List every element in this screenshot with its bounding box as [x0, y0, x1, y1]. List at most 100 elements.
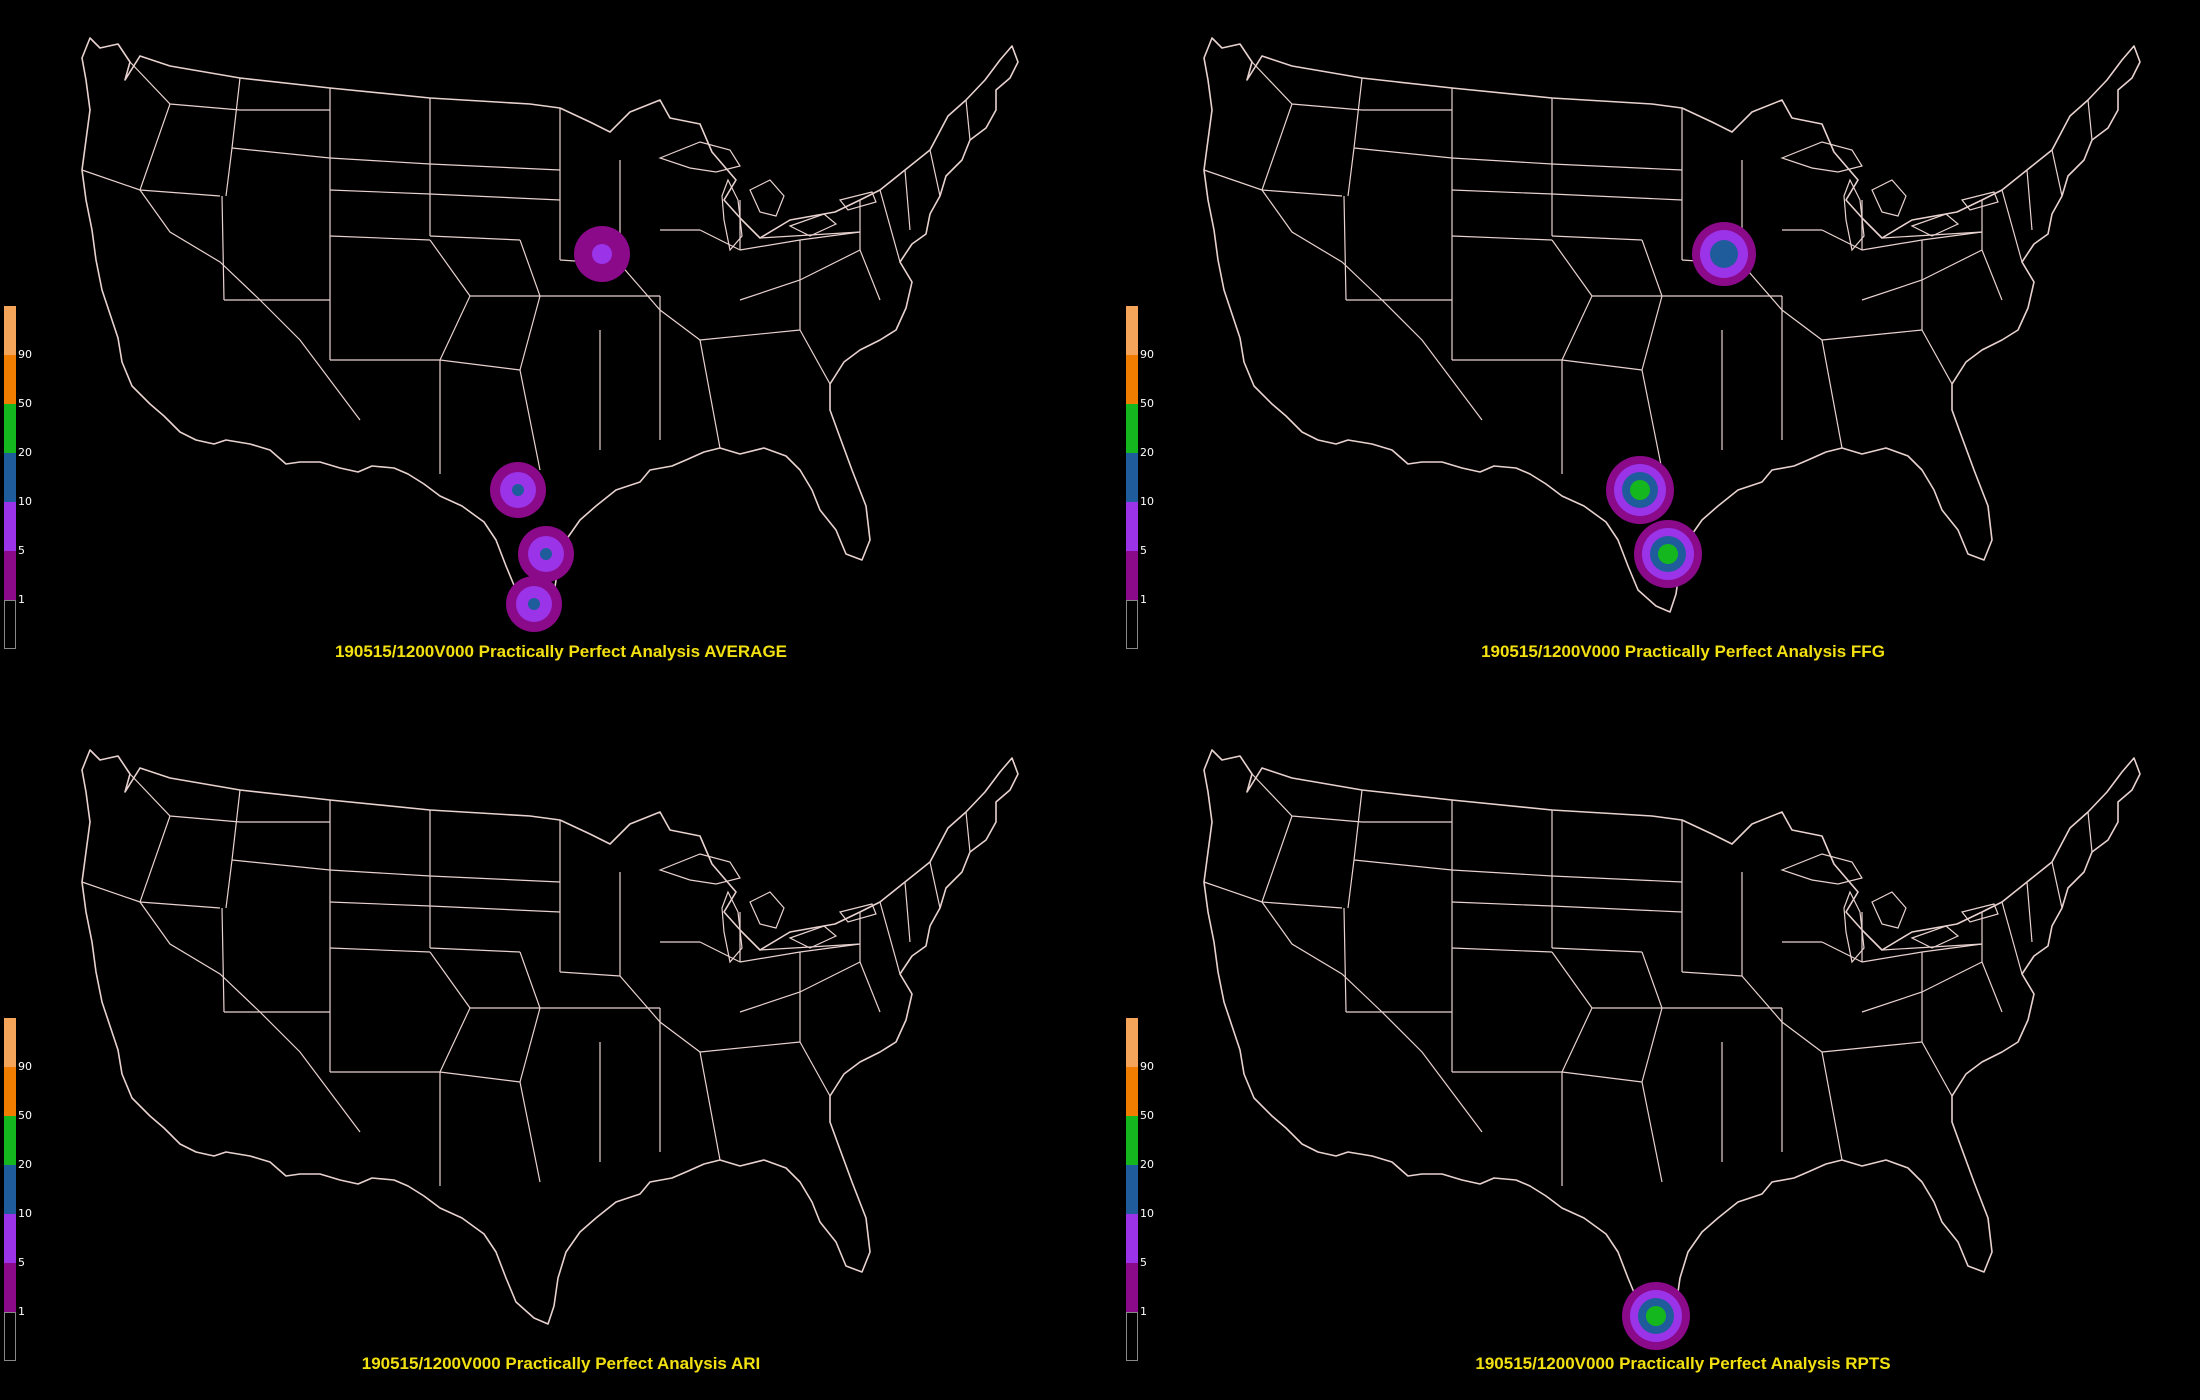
probability-blob — [1622, 1282, 1690, 1350]
legend-label: 1 — [1140, 1305, 1147, 1318]
state-borders — [81, 773, 971, 1186]
great-lake-outline — [1910, 925, 1960, 949]
legend-swatch — [4, 306, 16, 355]
state-border-line — [81, 169, 221, 197]
legend-label: 50 — [1140, 1109, 1154, 1122]
legend-swatch — [1126, 1018, 1138, 1067]
panel-title-ffg: 190515/1200V000 Practically Perfect Anal… — [1481, 642, 1885, 661]
great-lake-outline — [1871, 179, 1907, 217]
state-border-line — [429, 163, 561, 171]
state-border-line — [759, 943, 861, 951]
legend-label: 10 — [1140, 495, 1154, 508]
state-border-line — [1681, 971, 1743, 977]
state-border-line — [2051, 149, 2063, 197]
legend-swatch — [4, 1263, 16, 1312]
legend-swatch — [4, 1312, 16, 1361]
state-border-line — [139, 901, 361, 1133]
conus-outline — [81, 37, 1019, 613]
great-lake-outline — [1871, 891, 1907, 929]
legend-label: 50 — [18, 1109, 32, 1122]
state-border-line — [1451, 901, 1553, 907]
legend-label: 20 — [1140, 1158, 1154, 1171]
state-border-line — [519, 239, 541, 371]
state-border-line — [329, 157, 431, 165]
conus-map-ffg — [1203, 37, 2141, 613]
state-border-line — [699, 329, 801, 341]
state-border-line — [929, 861, 941, 909]
legend-swatch — [1126, 306, 1138, 355]
legend-label: 90 — [1140, 1060, 1154, 1073]
state-border-line — [1451, 235, 1553, 241]
state-border-line — [929, 149, 941, 197]
great-lake-outline — [1843, 178, 1865, 252]
state-borders — [1203, 61, 2093, 474]
legend-label: 20 — [1140, 446, 1154, 459]
state-border-line — [1551, 235, 1643, 241]
state-border-line — [1343, 195, 1347, 301]
probability-blob — [1606, 456, 1674, 524]
map-panel-average: 1 5 10 20 50 90 190515/1200V000 Practically P… — [0, 0, 1122, 700]
state-border-line — [519, 369, 541, 471]
state-border-line — [1451, 189, 1553, 195]
state-border-line — [859, 249, 881, 301]
state-border-line — [1261, 189, 1483, 421]
legend-label: 50 — [18, 397, 32, 410]
probability-legend: 1 5 10 20 50 90 — [1126, 306, 1196, 656]
state-border-line — [1641, 951, 1663, 1083]
state-border-line — [1821, 941, 1863, 963]
legend-swatch — [1126, 1067, 1138, 1116]
legend-swatch — [4, 404, 16, 453]
state-border-line — [2001, 901, 2023, 975]
state-border-line — [1551, 947, 1643, 953]
state-border-line — [329, 901, 431, 907]
state-border-line — [429, 875, 561, 883]
probability-legend: 1 5 10 20 50 90 — [4, 306, 74, 656]
great-lake-outline — [749, 179, 785, 217]
great-lake-outline — [838, 191, 877, 211]
state-border-line — [429, 193, 561, 201]
state-border-line — [1551, 239, 1593, 361]
great-lake-outline — [721, 890, 743, 964]
state-border-line — [1551, 951, 1593, 1073]
state-border-line — [1551, 875, 1683, 883]
state-border-line — [329, 235, 431, 241]
state-border-line — [559, 971, 621, 977]
state-border-line — [329, 189, 431, 195]
state-border-line — [1343, 907, 1347, 1013]
state-border-line — [799, 329, 831, 385]
state-border-line — [329, 869, 431, 877]
state-border-line — [1261, 103, 1293, 191]
state-border-line — [2026, 169, 2033, 231]
legend-swatch — [4, 1116, 16, 1165]
state-border-line — [1551, 163, 1683, 171]
state-border-line — [139, 815, 171, 903]
legend-swatch — [1126, 404, 1138, 453]
probability-blob — [518, 526, 574, 582]
conus-outline — [81, 749, 1019, 1325]
conus-outline — [1203, 37, 2141, 613]
state-border-line — [799, 1041, 831, 1097]
state-border-line — [221, 907, 225, 1013]
conus-map-rpts — [1203, 749, 2141, 1350]
probability-blob — [506, 576, 562, 632]
great-lake-outline — [749, 891, 785, 929]
state-border-line — [1641, 239, 1663, 371]
state-border-line — [1641, 369, 1663, 471]
probability-ring — [1658, 544, 1678, 564]
panel-title-average: 190515/1200V000 Practically Perfect Anal… — [334, 642, 788, 661]
state-border-line — [1451, 157, 1553, 165]
legend-label: 50 — [1140, 397, 1154, 410]
probability-legend: 1 5 10 20 50 90 — [1126, 1018, 1196, 1368]
state-border-line — [1561, 1071, 1643, 1083]
legend-label: 5 — [1140, 544, 1147, 557]
state-border-line — [519, 1081, 541, 1183]
probability-blob — [574, 226, 630, 282]
legend-label: 5 — [18, 1256, 25, 1269]
map-panel-ari: 1 5 10 20 50 90 190515/1200V000 Practically P… — [0, 712, 1122, 1400]
legend-swatch — [1126, 551, 1138, 600]
state-borders — [81, 61, 971, 474]
great-lake-outline — [788, 925, 838, 949]
state-border-line — [231, 147, 331, 159]
probability-blob — [490, 462, 546, 518]
